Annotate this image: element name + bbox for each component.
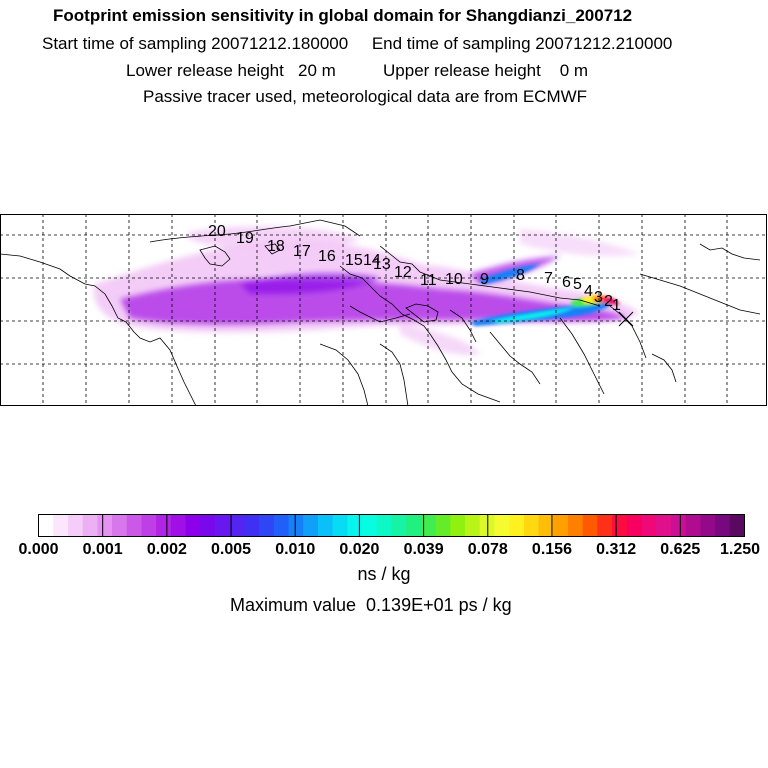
- colorbar-cell: [450, 514, 466, 537]
- colorbar-cell: [229, 514, 245, 537]
- colorbar-cell: [97, 514, 113, 537]
- figure-title: Footprint emission sensitivity in global…: [53, 6, 633, 25]
- colorbar-cell: [435, 514, 451, 537]
- colorbar: 0.000 0.001 0.002 0.005 0.010 0.020 0.039 0.078…: [18, 514, 760, 558]
- colorbar-cell: [244, 514, 260, 537]
- colorbar-units: ns / kg: [357, 564, 411, 584]
- colorbar-tick-label: 0.002: [147, 541, 187, 558]
- colorbar-cell: [112, 514, 128, 537]
- colorbar-cell: [582, 514, 598, 537]
- backtrajectory-label: 15: [345, 252, 363, 269]
- sampling-time-line: Start time of sampling 20071212.180000 E…: [42, 34, 673, 53]
- backtrajectory-label: 9: [480, 271, 489, 288]
- colorbar-tick-label: 0.078: [468, 541, 508, 558]
- backtrajectory-label: 2: [604, 293, 613, 310]
- backtrajectory-label: 16: [318, 248, 336, 265]
- colorbar-frame: [38, 514, 745, 537]
- colorbar-tick-label: 0.001: [83, 541, 123, 558]
- colorbar-cell: [156, 514, 172, 537]
- backtrajectory-label: 1: [612, 297, 621, 314]
- colorbar-cell: [288, 514, 304, 537]
- colorbar-cell: [685, 514, 701, 537]
- colorbar-cell: [141, 514, 157, 537]
- colorbar-cell: [317, 514, 334, 537]
- release-height-line: Lower release height 20 m Upper release …: [126, 61, 589, 80]
- colorbar-cell: [553, 514, 569, 537]
- colorbar-cell: [494, 514, 510, 537]
- tracer-info-line: Passive tracer used, meteorological data…: [143, 87, 588, 106]
- colorbar-cell: [700, 514, 716, 537]
- colorbar-cell: [82, 514, 98, 537]
- backtrajectory-label: 10: [445, 271, 463, 288]
- colorbar-cell: [626, 514, 643, 537]
- station-marker-icon: [618, 311, 634, 327]
- colorbar-cell: [538, 514, 554, 537]
- plume-high: [470, 264, 620, 326]
- colorbar-tick-label: 0.000: [18, 541, 58, 558]
- colorbar-cell: [259, 514, 275, 537]
- colorbar-tick-label: 1.250: [720, 541, 760, 558]
- colorbar-cell: [406, 514, 422, 537]
- colorbar-cells: [38, 514, 745, 537]
- backtrajectory-label: 11: [420, 272, 437, 289]
- colorbar-cell: [53, 514, 69, 537]
- colorbar-cell: [126, 514, 142, 537]
- colorbar-cell: [670, 514, 687, 537]
- colorbar-cell: [303, 514, 319, 537]
- colorbar-cell: [185, 514, 201, 537]
- colorbar-cell: [523, 514, 540, 537]
- lat-lon-grid: [0, 214, 767, 406]
- colorbar-cell: [38, 514, 54, 537]
- backtrajectory-label: 5: [573, 276, 582, 293]
- backtrajectory-label: 13: [373, 256, 391, 273]
- backtrajectory-label: 8: [516, 267, 525, 284]
- colorbar-cell: [420, 514, 437, 537]
- backtrajectory-label: 12: [394, 264, 412, 281]
- colorbar-cell: [273, 514, 290, 537]
- backtrajectory-label: 3: [594, 289, 603, 306]
- colorbar-tick-label: 0.625: [660, 541, 700, 558]
- backtrajectory-label: 14: [363, 252, 381, 269]
- colorbar-cell: [376, 514, 392, 537]
- colorbar-cell: [67, 514, 84, 537]
- backtrajectory-label: 7: [544, 270, 553, 287]
- colorbar-cell: [200, 514, 216, 537]
- backtrajectory-label: 19: [236, 230, 254, 247]
- backtrajectory-label: 20: [208, 223, 226, 240]
- colorbar-cell: [215, 514, 231, 537]
- colorbar-cell: [465, 514, 481, 537]
- maximum-value: Maximum value 0.139E+01 ps / kg: [230, 595, 512, 615]
- backtrajectory-label: 6: [562, 274, 571, 291]
- colorbar-tick-label: 0.005: [211, 541, 251, 558]
- colorbar-tick-labels: 0.000 0.001 0.002 0.005 0.010 0.020 0.039 0.078…: [18, 541, 760, 558]
- colorbar-tick-label: 0.020: [339, 541, 379, 558]
- colorbar-cell: [170, 514, 187, 537]
- colorbar-tick-label: 0.312: [596, 541, 636, 558]
- colorbar-tick-label: 0.039: [404, 541, 444, 558]
- backtrajectory-label: 4: [584, 283, 593, 300]
- colorbar-tick-label: 0.010: [275, 541, 315, 558]
- colorbar-cell: [656, 514, 672, 537]
- colorbar-cell: [568, 514, 584, 537]
- colorbar-cell: [347, 514, 363, 537]
- colorbar-cell: [509, 514, 525, 537]
- colorbar-cell: [362, 514, 378, 537]
- colorbar-cell: [597, 514, 613, 537]
- colorbar-cell: [641, 514, 657, 537]
- colorbar-tick-label: 0.156: [532, 541, 572, 558]
- coastlines: [0, 219, 761, 406]
- backtrajectory-label: 18: [267, 238, 285, 255]
- colorbar-cell: [612, 514, 628, 537]
- colorbar-cell: [332, 514, 348, 537]
- backtrajectory-label: 17: [293, 243, 311, 260]
- colorbar-cell: [729, 514, 745, 537]
- colorbar-cell: [391, 514, 407, 537]
- colorbar-cell: [715, 514, 731, 537]
